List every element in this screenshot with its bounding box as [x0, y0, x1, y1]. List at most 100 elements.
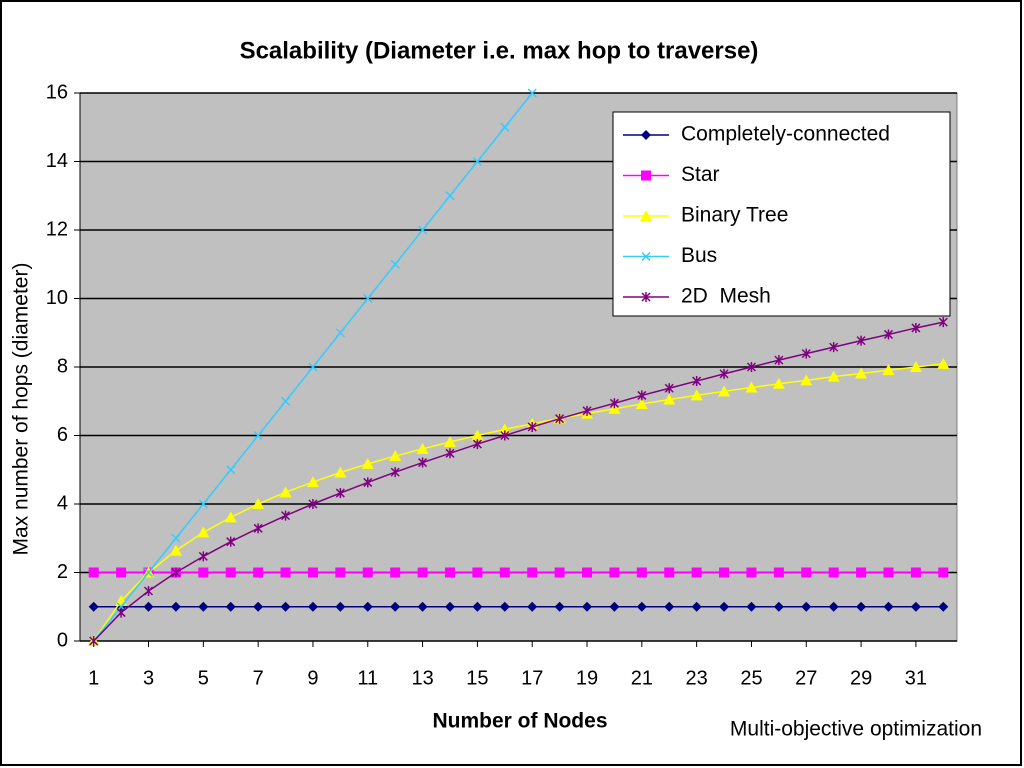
y-tick-label: 0: [57, 629, 68, 651]
marker: [389, 450, 402, 462]
marker: [143, 585, 154, 596]
marker: [691, 601, 702, 612]
marker: [116, 567, 127, 578]
legend-marker: [641, 251, 651, 262]
marker: [719, 567, 730, 578]
marker: [499, 567, 510, 578]
marker: [307, 567, 318, 578]
y-tick-label: 6: [57, 424, 68, 446]
x-tick-label: 7: [253, 667, 264, 689]
marker: [472, 439, 482, 450]
marker: [361, 457, 374, 469]
marker: [938, 601, 949, 612]
marker: [801, 601, 812, 612]
marker: [198, 551, 208, 562]
marker: [883, 567, 894, 578]
x-tick-label: 3: [143, 667, 154, 689]
x-tick-label: 31: [905, 667, 927, 689]
marker: [472, 156, 482, 167]
marker: [335, 488, 345, 499]
x-tick-label: 15: [466, 667, 488, 689]
marker: [280, 601, 291, 612]
y-tick-label: 12: [46, 218, 68, 240]
marker: [418, 225, 428, 235]
marker: [280, 567, 291, 578]
marker: [443, 436, 456, 448]
marker: [911, 322, 921, 333]
y-tick-label: 2: [57, 561, 68, 583]
marker: [746, 567, 757, 578]
marker: [472, 601, 483, 612]
marker: [417, 567, 428, 578]
marker: [226, 465, 236, 475]
marker: [664, 383, 674, 394]
marker: [801, 567, 812, 578]
marker: [856, 567, 867, 578]
y-tick-label: 4: [57, 492, 68, 514]
marker: [883, 601, 894, 612]
marker: [198, 601, 209, 612]
marker: [116, 607, 126, 618]
marker: [308, 362, 318, 372]
marker: [362, 601, 373, 612]
marker: [335, 601, 346, 612]
marker: [418, 457, 428, 468]
marker: [772, 377, 785, 389]
marker: [636, 601, 647, 612]
marker: [829, 342, 839, 353]
marker: [306, 476, 319, 488]
marker: [362, 567, 373, 578]
marker: [637, 390, 647, 401]
marker: [279, 486, 292, 498]
marker: [828, 567, 839, 578]
marker: [307, 601, 318, 612]
marker: [582, 567, 593, 578]
x-tick-label: 5: [198, 667, 209, 689]
marker: [719, 368, 729, 379]
y-axis-label: Max number of hops (diameter): [10, 263, 33, 556]
marker: [882, 364, 895, 376]
marker: [773, 601, 784, 612]
marker: [253, 601, 264, 612]
legend-marker: [641, 130, 651, 140]
marker: [527, 601, 538, 612]
marker: [335, 567, 346, 578]
legend-marker: [640, 210, 652, 221]
marker: [499, 601, 510, 612]
footer: Multi-objective optimization: [730, 718, 982, 741]
legend-marker: [641, 170, 651, 181]
marker: [883, 329, 894, 340]
marker: [856, 601, 867, 612]
marker: [664, 601, 675, 612]
marker: [226, 536, 236, 547]
marker: [663, 393, 676, 405]
marker: [252, 498, 265, 509]
marker: [609, 567, 620, 578]
marker: [198, 499, 208, 509]
y-tick-label: 14: [46, 150, 68, 172]
marker: [937, 357, 950, 369]
x-tick-label: 13: [411, 667, 433, 689]
marker: [281, 396, 291, 406]
marker: [445, 448, 455, 459]
marker: [89, 636, 99, 646]
marker: [690, 389, 703, 401]
x-tick-label: 1: [88, 667, 99, 689]
legend-box: [612, 111, 951, 317]
marker: [855, 367, 868, 379]
marker: [527, 567, 538, 578]
marker: [828, 601, 839, 612]
marker: [582, 601, 593, 612]
marker: [554, 601, 565, 612]
marker: [225, 567, 236, 578]
marker: [444, 567, 455, 578]
marker: [635, 397, 648, 409]
chart-title: Scalability (Diameter i.e. max hop to tr…: [240, 37, 759, 64]
marker: [909, 361, 922, 372]
x-tick-label: 9: [307, 667, 318, 689]
marker: [691, 567, 702, 578]
marker: [910, 601, 921, 612]
marker: [88, 567, 99, 578]
